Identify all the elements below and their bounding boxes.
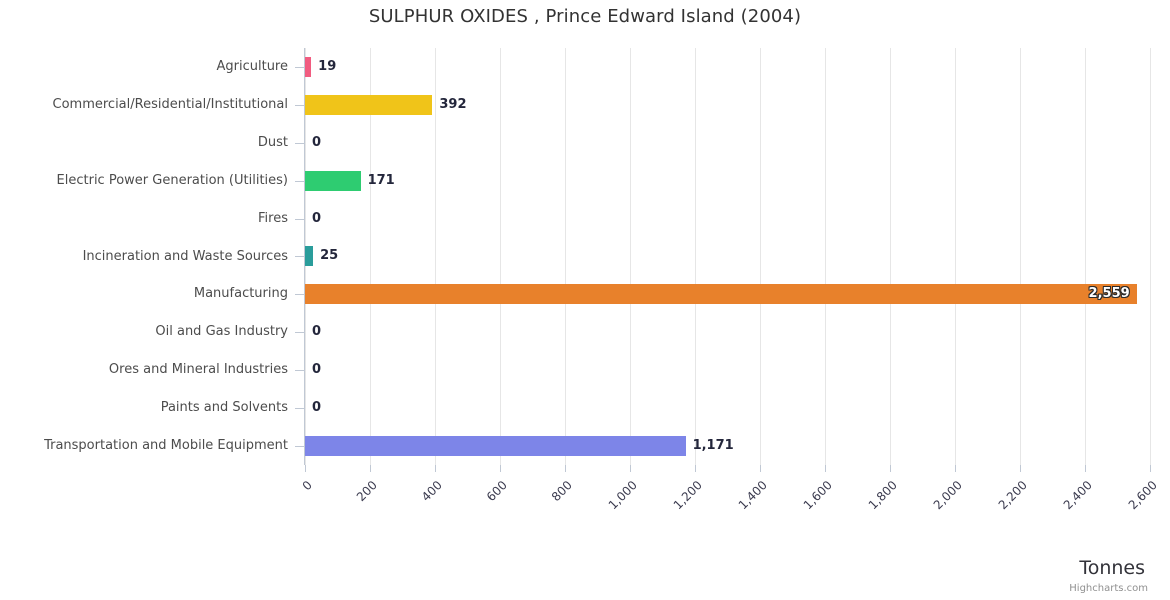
gridline [565, 48, 566, 465]
x-axis-tick-mark [825, 465, 826, 472]
category-axis-label[interactable]: Oil and Gas Industry [155, 324, 288, 340]
gridline [630, 48, 631, 465]
bar[interactable] [305, 436, 686, 457]
gridline [435, 48, 436, 465]
category-tick-mark [295, 142, 305, 144]
x-axis-tick-mark [565, 465, 566, 472]
category-row: Paints and Solvents 0 [0, 389, 1170, 427]
category-row: Fires 0 [0, 200, 1170, 238]
category-axis-label[interactable]: Commercial/Residential/Institutional [52, 96, 289, 112]
category-row: Dust 0 [0, 124, 1170, 162]
bar[interactable] [305, 56, 312, 77]
x-axis-tick-mark [435, 465, 436, 472]
category-row: Electric Power Generation (Utilities) 171 [0, 162, 1170, 200]
x-axis-tick-mark [695, 465, 696, 472]
x-axis-tick-mark [1085, 465, 1086, 472]
x-axis-tick-mark [1150, 465, 1151, 472]
gridline [760, 48, 761, 465]
gridline [1150, 48, 1151, 465]
category-axis-label[interactable]: Paints and Solvents [160, 400, 288, 416]
x-axis-tick-mark [370, 465, 371, 472]
category-row: Ores and Mineral Industries 0 [0, 351, 1170, 389]
bar-value-label: 2,559 [1088, 286, 1130, 302]
x-axis-title: Tonnes [1079, 557, 1145, 579]
bar[interactable] [305, 284, 1137, 305]
category-tick-mark [295, 370, 305, 372]
gridline [370, 48, 371, 465]
category-row: Agriculture 19 [0, 48, 1170, 86]
gridline [695, 48, 696, 465]
x-axis-tick-mark [500, 465, 501, 472]
category-tick-mark [295, 104, 305, 106]
category-tick-mark [295, 408, 305, 410]
gridline [890, 48, 891, 465]
x-axis-tick-mark [955, 465, 956, 472]
category-row: Oil and Gas Industry 0 [0, 313, 1170, 351]
category-row: Incineration and Waste Sources 25 [0, 238, 1170, 276]
bar[interactable] [305, 246, 314, 267]
x-axis-tick-mark [1020, 465, 1021, 472]
gridline [955, 48, 956, 465]
category-axis-label[interactable]: Ores and Mineral Industries [108, 362, 288, 378]
credits-label: Highcharts.com [1069, 583, 1148, 594]
category-tick-mark [295, 180, 305, 182]
category-tick-mark [295, 332, 305, 334]
x-axis-tick-mark [630, 465, 631, 472]
bar-value-label: 1,171 [692, 438, 734, 454]
category-row: Transportation and Mobile Equipment 1,171 [0, 427, 1170, 465]
category-axis-label[interactable]: Manufacturing [193, 286, 288, 302]
category-axis-label[interactable]: Agriculture [216, 59, 289, 74]
category-tick-mark [295, 294, 305, 296]
gridline [825, 48, 826, 465]
x-axis-tick-mark [760, 465, 761, 472]
category-tick-mark [295, 446, 305, 448]
bar-value-label: 0 [312, 210, 322, 226]
category-axis-label[interactable]: Fires [258, 210, 288, 226]
x-axis-tick-mark [305, 465, 306, 472]
bar-value-label: 0 [312, 134, 322, 150]
bar[interactable] [305, 170, 361, 191]
category-row: Commercial/Residential/Institutional 392 [0, 86, 1170, 124]
bar-value-label: 25 [320, 248, 339, 264]
category-tick-mark [295, 256, 305, 258]
category-row: Manufacturing 2,559 [0, 275, 1170, 313]
plot-area [305, 48, 1151, 465]
x-axis-tick-mark [890, 465, 891, 472]
bar-value-label: 171 [367, 172, 395, 188]
bar-value-label: 0 [312, 400, 322, 416]
category-tick-mark [295, 66, 305, 68]
gridline [1020, 48, 1021, 465]
bar-value-label: 392 [439, 96, 467, 112]
chart-title: SULPHUR OXIDES , Prince Edward Island (2… [368, 6, 802, 27]
bar-value-label: 0 [312, 324, 322, 340]
category-axis-label[interactable]: Transportation and Mobile Equipment [44, 438, 288, 454]
category-tick-mark [295, 218, 305, 220]
gridline [1085, 48, 1086, 465]
category-axis-label[interactable]: Electric Power Generation (Utilities) [56, 172, 288, 188]
bar[interactable] [305, 94, 433, 115]
bar-value-label: 0 [312, 362, 322, 378]
category-axis-label[interactable]: Incineration and Waste Sources [82, 248, 288, 264]
gridline [500, 48, 501, 465]
category-axis-label[interactable]: Dust [257, 134, 288, 150]
bar-value-label: 19 [318, 58, 337, 74]
